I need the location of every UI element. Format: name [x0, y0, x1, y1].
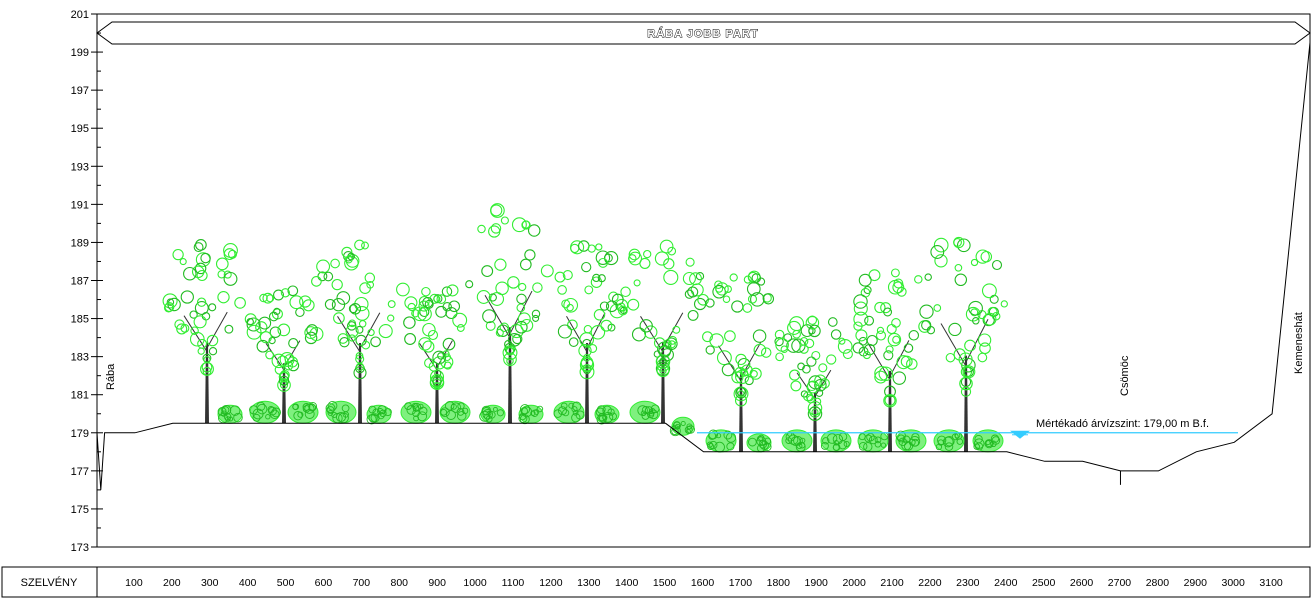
station-labels: 100 200 300 400 500 600 700 800 900 1000 1100 1200 1… — [125, 577, 1283, 589]
y-tick-label: 181 — [71, 390, 89, 402]
bush — [629, 400, 661, 424]
station-label: 400 — [239, 577, 257, 589]
bush — [249, 400, 281, 424]
station-label: 1400 — [615, 577, 639, 589]
bush — [594, 404, 620, 425]
terrain-line — [96, 42, 1311, 490]
tree — [702, 270, 785, 452]
y-tick-label: 187 — [71, 276, 89, 288]
station-label: 300 — [201, 577, 219, 589]
station-label: 600 — [315, 577, 333, 589]
vegetation-layer — [162, 203, 1008, 453]
station-label: 2500 — [1032, 577, 1056, 589]
bush — [781, 429, 813, 453]
station-label: 1800 — [767, 577, 791, 589]
bush — [746, 433, 772, 453]
station-label: 1100 — [502, 577, 525, 589]
station-label: 2900 — [1184, 577, 1208, 589]
bush — [857, 429, 889, 453]
tree — [465, 203, 554, 424]
station-label: 1600 — [691, 577, 715, 589]
y-tick-label: 195 — [71, 123, 89, 135]
station-label: 2100 — [880, 577, 904, 589]
terrain-profile — [96, 42, 1311, 490]
station-label: 2600 — [1070, 577, 1094, 589]
tree — [244, 285, 324, 424]
y-tick-label: 197 — [71, 85, 89, 97]
tree — [554, 240, 629, 424]
y-tick-label: 201 — [71, 9, 89, 21]
place-label-raba: Rába — [105, 363, 117, 390]
y-tick-label: 199 — [71, 47, 89, 59]
banner: RÁBA JOBB PART — [96, 21, 1311, 45]
station-label: 3100 — [1259, 577, 1283, 589]
station-label: 1500 — [653, 577, 677, 589]
station-label: 800 — [390, 577, 408, 589]
station-label: 900 — [428, 577, 446, 589]
station-label: 1700 — [729, 577, 753, 589]
station-row: SZELVÉNY 100 200 300 400 500 600 700 800 900 1000… — [1, 566, 1311, 598]
station-label: 200 — [163, 577, 181, 589]
water-level: Mértékadó árvízszint: 179,00 m B.f. — [697, 418, 1238, 439]
bush — [479, 404, 506, 424]
tree — [775, 315, 853, 452]
station-label: 100 — [125, 577, 143, 589]
station-row-header: SZELVÉNY — [21, 576, 78, 589]
tree — [914, 236, 1008, 452]
place-label-csomoc: Csömöc — [1119, 355, 1131, 396]
bush — [439, 400, 471, 424]
banner-title: RÁBA JOBB PART — [647, 27, 758, 40]
bush — [400, 400, 432, 424]
tree — [162, 239, 246, 424]
y-tick-label: 183 — [71, 352, 89, 364]
plot-frame — [96, 13, 1311, 548]
bush — [705, 429, 737, 453]
y-tick-label: 175 — [71, 504, 89, 516]
tree — [617, 239, 709, 424]
y-tick-label: 179 — [71, 428, 89, 440]
station-row-frame — [1, 566, 1311, 598]
y-tick-label: 193 — [71, 161, 89, 173]
station-label: 1900 — [805, 577, 829, 589]
y-axis: 201 199 197 195 193 191 189 187 185 183 181 179 177 1… — [71, 9, 103, 554]
station-label: 2400 — [994, 577, 1018, 589]
bush — [518, 404, 544, 425]
bush — [669, 416, 695, 437]
station-label: 2700 — [1108, 577, 1132, 589]
station-label: 3000 — [1222, 577, 1246, 589]
tree — [311, 239, 410, 424]
station-label: 1000 — [463, 577, 487, 589]
bush — [217, 404, 243, 424]
station-label: 2200 — [918, 577, 942, 589]
station-label: 700 — [353, 577, 371, 589]
tree — [852, 268, 936, 452]
water-level-label: Mértékadó árvízszint: 179,00 m B.f. — [1036, 418, 1209, 430]
bush — [972, 429, 1004, 453]
station-label: 2800 — [1146, 577, 1170, 589]
y-tick-label: 191 — [71, 199, 89, 211]
y-tick-label: 189 — [71, 237, 89, 249]
y-tick-label: 173 — [71, 542, 89, 554]
tree — [403, 284, 468, 424]
station-label: 1300 — [577, 577, 601, 589]
bush — [553, 400, 585, 424]
station-label: 2000 — [842, 577, 866, 589]
station-label: 500 — [277, 577, 295, 589]
station-label: 2300 — [956, 577, 980, 589]
place-label-kemeneshat: Kemeneshát — [1293, 312, 1305, 374]
bush — [287, 400, 319, 424]
bush — [325, 400, 357, 424]
station-label: 1200 — [539, 577, 563, 589]
bush — [895, 429, 927, 453]
bush — [366, 404, 392, 425]
y-tick-label: 185 — [71, 314, 89, 326]
y-tick-label: 177 — [71, 466, 89, 478]
